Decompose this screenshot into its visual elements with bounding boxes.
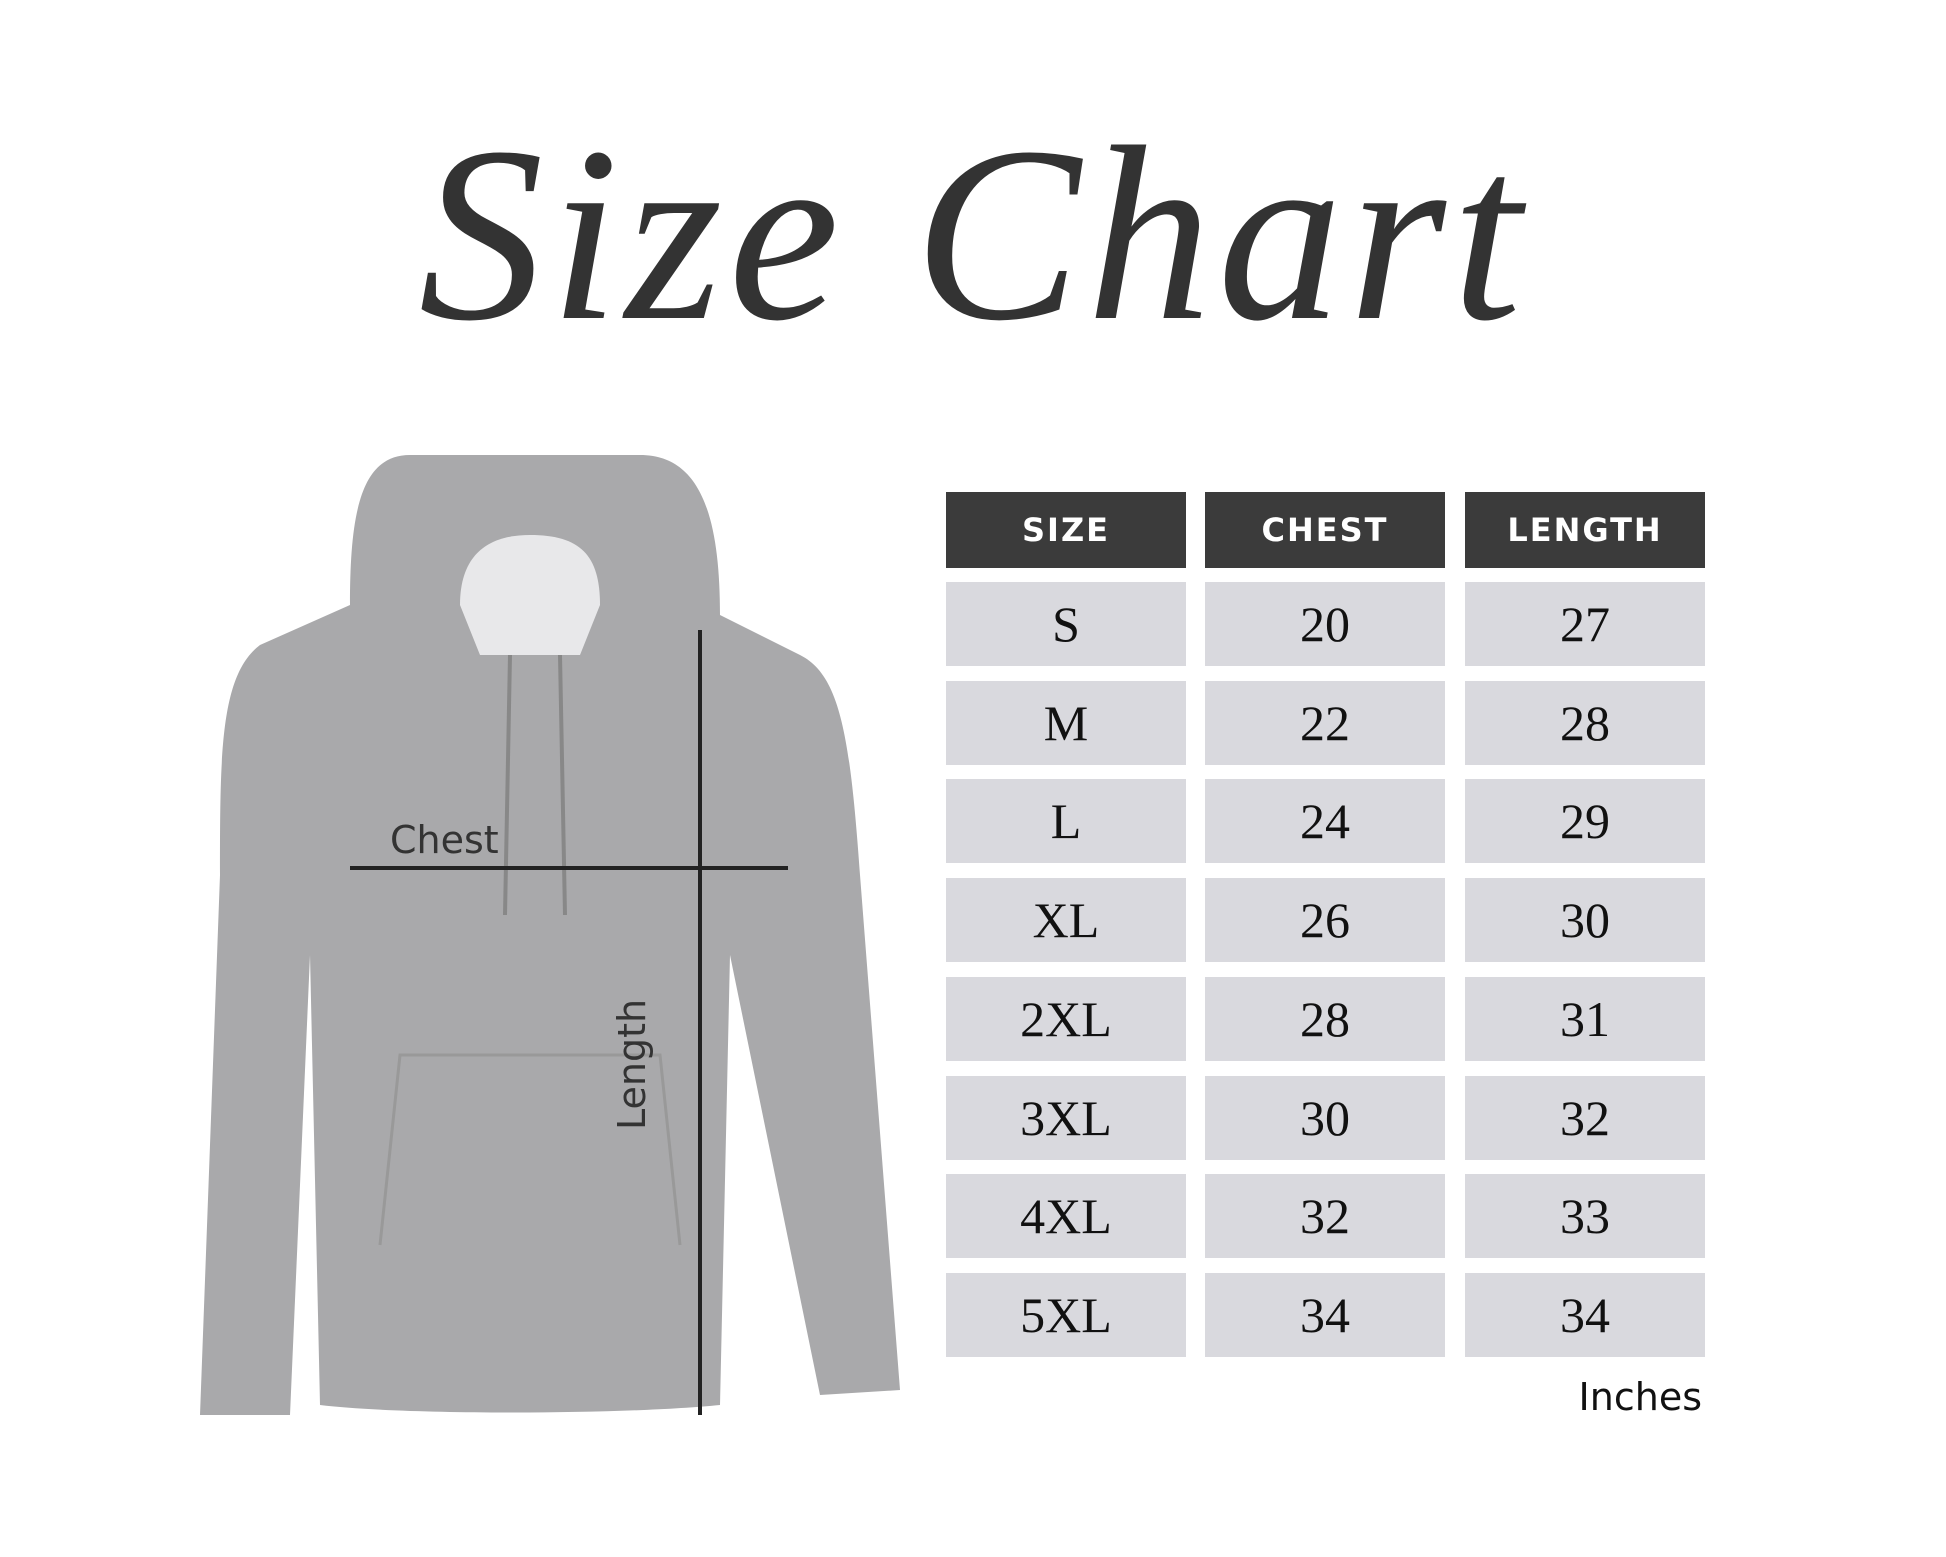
table-cell: 2XL [946,976,1186,1061]
hood-opening [460,535,600,655]
table-cell: 28 [1465,680,1705,765]
table-cell: XL [946,878,1186,963]
units-label: Inches [1578,1375,1702,1419]
drawstring-left [503,654,512,916]
column-header-chest: CHEST [1205,492,1445,568]
table-cell: 24 [1205,779,1445,864]
table-cell: S [946,582,1186,666]
table-cell: 3XL [946,1075,1186,1160]
table-cell: 5XL [946,1272,1186,1357]
column-header-length: LENGTH [1465,492,1705,568]
table-cell: 28 [1205,976,1445,1061]
table-cell: 33 [1465,1174,1705,1259]
table-cell: 30 [1465,878,1705,963]
table-cell: 31 [1465,976,1705,1061]
table-cell: 20 [1205,582,1445,666]
table-cell: 22 [1205,680,1445,765]
table-cell: 34 [1465,1272,1705,1357]
table-cell: M [946,680,1186,765]
table-cell: 34 [1205,1272,1445,1357]
length-label: Length [610,998,654,1130]
table-cell: 29 [1465,779,1705,864]
table-cell: 32 [1205,1174,1445,1259]
hoodie-illustration [200,455,900,1415]
table-cell: L [946,779,1186,864]
hoodie-body [200,455,900,1415]
page-title: Size Chart [418,96,1528,373]
table-cell: 26 [1205,878,1445,963]
column-header-size: SIZE [946,492,1186,568]
table-cell: 30 [1205,1075,1445,1160]
table-cell: 32 [1465,1075,1705,1160]
table-cell: 27 [1465,582,1705,666]
drawstring-right [558,654,567,916]
pocket [378,1053,682,1246]
chest-label: Chest [390,818,499,862]
table-cell: 4XL [946,1174,1186,1259]
